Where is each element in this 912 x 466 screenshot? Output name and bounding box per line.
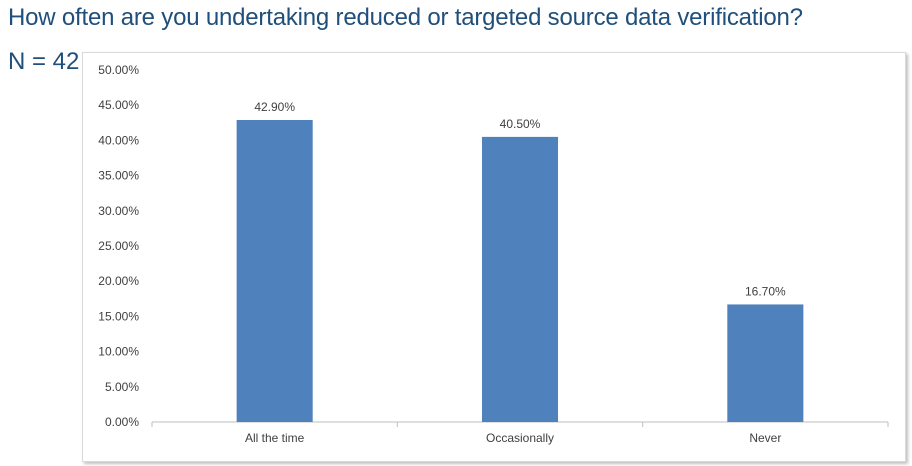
- y-tick-label: 5.00%: [105, 380, 139, 394]
- y-tick-label: 45.00%: [98, 98, 139, 112]
- bar-chart: 0.00% 5.00% 10.00% 15.00% 20.00% 25.00% 30.00%…: [98, 63, 889, 445]
- data-label: 40.50%: [500, 117, 541, 131]
- y-tick-label: 25.00%: [98, 239, 139, 253]
- y-tick-label: 50.00%: [98, 63, 139, 77]
- y-tick-label: 40.00%: [98, 133, 139, 147]
- data-labels: 42.90% 40.50% 16.70%: [254, 100, 786, 298]
- chart-title: How often are you undertaking reduced or…: [8, 4, 803, 31]
- x-category-label: All the time: [245, 431, 305, 445]
- y-tick-label: 20.00%: [98, 274, 139, 288]
- y-tick-label: 10.00%: [98, 345, 139, 359]
- y-tick-label: 35.00%: [98, 169, 139, 183]
- y-tick-label: 30.00%: [98, 204, 139, 218]
- bar: [236, 119, 313, 422]
- x-category-label: Never: [749, 431, 781, 445]
- y-tick-label: 0.00%: [105, 415, 139, 429]
- y-axis: 0.00% 5.00% 10.00% 15.00% 20.00% 25.00% 30.00%…: [98, 63, 139, 429]
- bars: [236, 119, 804, 422]
- data-label: 42.90%: [254, 100, 295, 114]
- chart-area: 0.00% 5.00% 10.00% 15.00% 20.00% 25.00% 30.00%…: [82, 52, 906, 462]
- y-tick-label: 15.00%: [98, 309, 139, 323]
- bar: [727, 304, 804, 422]
- bar: [481, 136, 559, 422]
- sample-size-label: N = 42: [8, 48, 80, 75]
- x-category-label: Occasionally: [486, 431, 554, 445]
- x-axis: All the time Occasionally Never: [151, 421, 889, 445]
- data-label: 16.70%: [745, 284, 786, 298]
